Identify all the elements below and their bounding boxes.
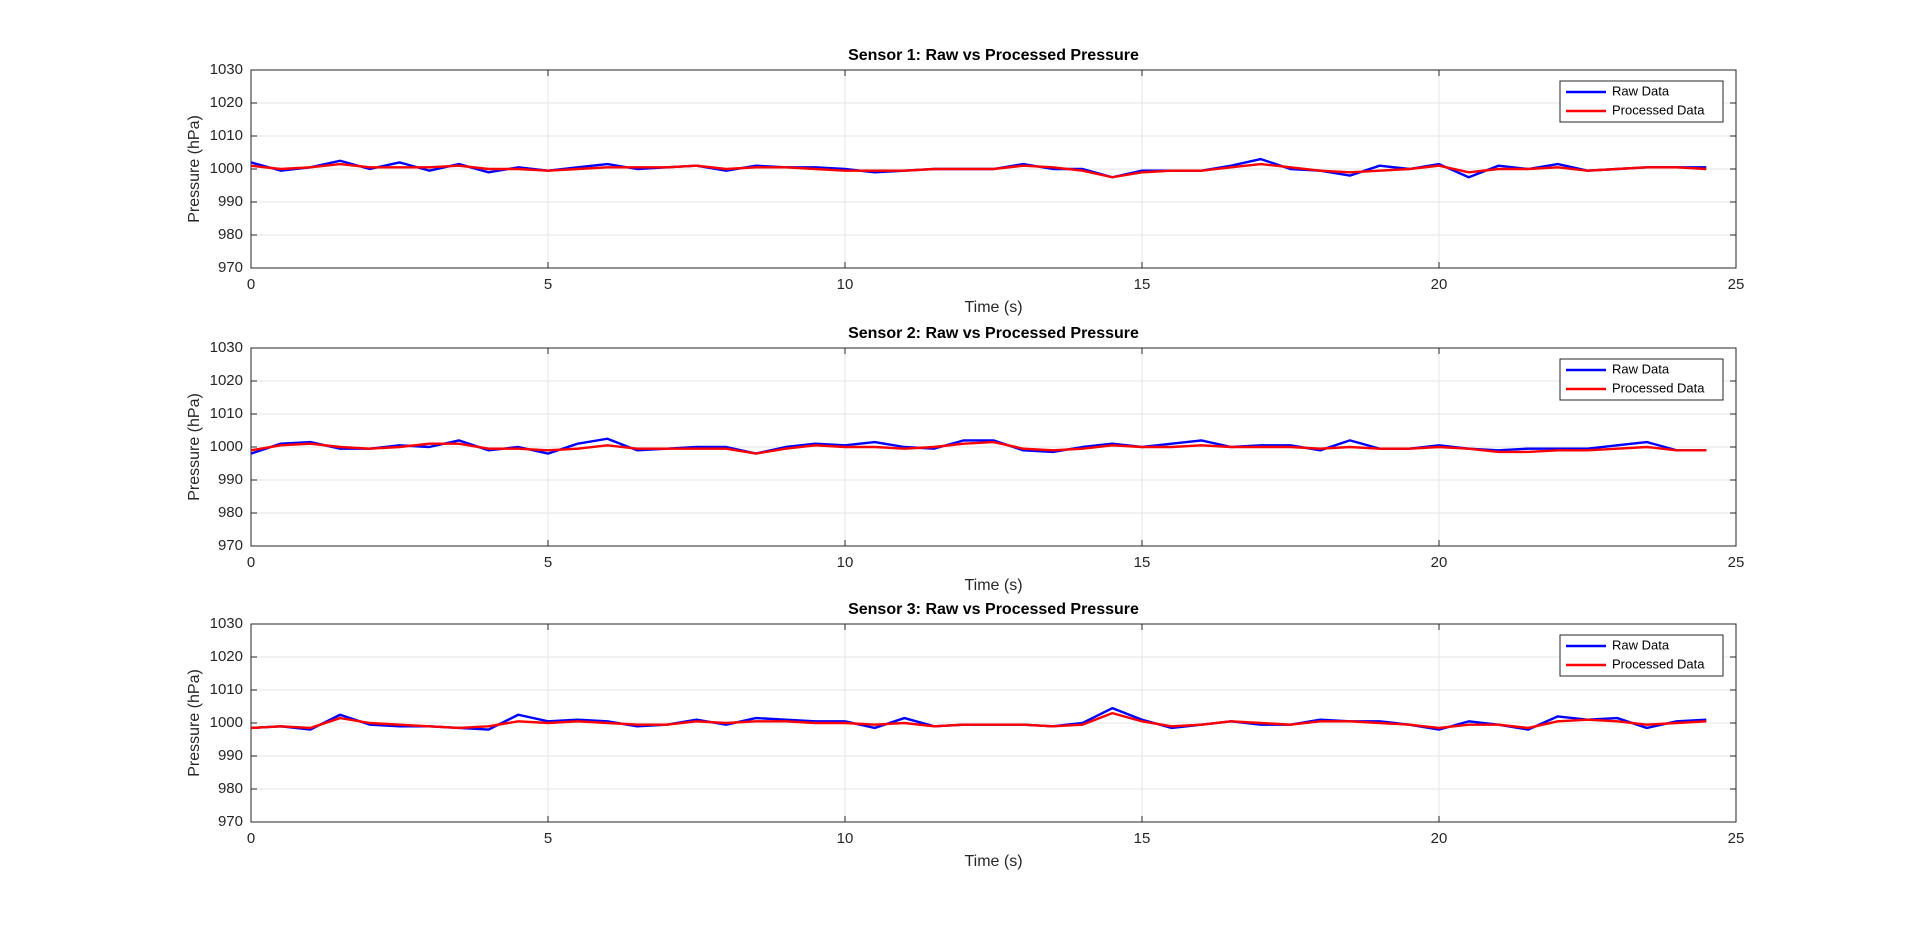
x-tick-label: 5 (544, 554, 552, 571)
x-tick-label: 5 (544, 830, 552, 847)
subplot-title: Sensor 2: Raw vs Processed Pressure (848, 325, 1139, 342)
axes-box (250, 69, 1737, 269)
x-tick-label: 15 (1134, 830, 1151, 847)
data-line (250, 711, 1707, 730)
x-axis-label: Time (s) (964, 577, 1022, 594)
y-tick-label: 970 (218, 259, 243, 276)
x-tick-label: 0 (247, 830, 255, 847)
y-tick-label: 1030 (210, 339, 243, 356)
x-tick-label: 20 (1431, 554, 1448, 571)
legend-label: Raw Data (1612, 637, 1670, 652)
subplot-title: Sensor 1: Raw vs Processed Pressure (848, 47, 1139, 64)
y-tick-label: 970 (218, 537, 243, 554)
x-tick-label: 0 (247, 276, 255, 293)
legend-label: Raw Data (1612, 361, 1670, 376)
y-tick-label: 990 (218, 471, 243, 488)
y-tick-label: 980 (218, 226, 243, 243)
y-tick-label: 1030 (210, 615, 243, 632)
y-tick-label: 1030 (210, 61, 243, 78)
y-tick-label: 1000 (210, 438, 243, 455)
y-axis-label: Pressure (hPa) (186, 393, 203, 501)
legend-label: Raw Data (1612, 83, 1670, 98)
x-tick-label: 25 (1728, 830, 1745, 847)
legend-box (1559, 80, 1724, 123)
axes-box (250, 623, 1737, 823)
y-tick-label: 1020 (210, 94, 243, 111)
x-axis-label: Time (s) (964, 853, 1022, 870)
y-tick-label: 1010 (210, 405, 243, 422)
x-tick-label: 15 (1134, 276, 1151, 293)
y-axis-label: Pressure (hPa) (186, 115, 203, 223)
x-axis-label: Time (s) (964, 299, 1022, 316)
data-line (250, 162, 1707, 179)
x-tick-label: 15 (1134, 554, 1151, 571)
x-tick-label: 10 (837, 554, 854, 571)
x-tick-label: 25 (1728, 554, 1745, 571)
legend-label: Processed Data (1612, 380, 1705, 395)
y-tick-label: 980 (218, 504, 243, 521)
subplot-title: Sensor 3: Raw vs Processed Pressure (848, 601, 1139, 618)
legend: Raw Data Processed Data (1559, 358, 1724, 401)
y-tick-label: 1000 (210, 714, 243, 731)
x-tick-label: 20 (1431, 276, 1448, 293)
x-tick-label: 10 (837, 276, 854, 293)
y-tick-label: 1010 (210, 681, 243, 698)
y-tick-label: 990 (218, 747, 243, 764)
x-tick-label: 0 (247, 554, 255, 571)
y-tick-label: 990 (218, 193, 243, 210)
x-tick-label: 10 (837, 830, 854, 847)
data-line (250, 440, 1707, 455)
legend-label: Processed Data (1612, 656, 1705, 671)
legend-box (1559, 358, 1724, 401)
subplot: 0 5 10 15 20 25 970 980 990 1000 1010 1020 1030 Senso… (186, 325, 1744, 594)
y-tick-label: 1010 (210, 127, 243, 144)
legend: Raw Data Processed Data (1559, 634, 1724, 677)
y-tick-label: 1000 (210, 160, 243, 177)
axes-box (250, 347, 1737, 547)
x-tick-label: 25 (1728, 276, 1745, 293)
subplot: 0 5 10 15 20 25 970 980 990 1000 1010 1020 1030 Senso… (186, 601, 1744, 870)
legend: Raw Data Processed Data (1559, 80, 1724, 123)
legend-label: Processed Data (1612, 102, 1705, 117)
x-tick-label: 20 (1431, 830, 1448, 847)
y-axis-label: Pressure (hPa) (186, 669, 203, 777)
y-tick-label: 980 (218, 780, 243, 797)
y-tick-label: 970 (218, 813, 243, 830)
legend-box (1559, 634, 1724, 677)
subplot: 0 5 10 15 20 25 970 980 990 1000 1010 1020 1030 Senso… (186, 47, 1744, 316)
y-tick-label: 1020 (210, 648, 243, 665)
x-tick-label: 5 (544, 276, 552, 293)
y-tick-label: 1020 (210, 372, 243, 389)
